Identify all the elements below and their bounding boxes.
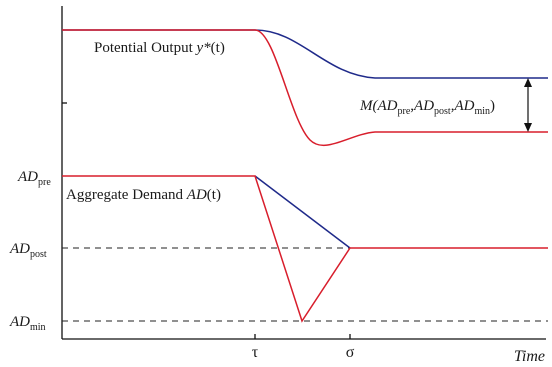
ad-min-label: ADmin — [9, 314, 46, 333]
sigma-label: σ — [346, 344, 355, 361]
potential-output-blue-curve — [62, 29, 548, 79]
ad-post-label: ADpost — [9, 241, 47, 260]
axes — [61, 6, 546, 340]
tau-label: τ — [252, 344, 259, 361]
gap-label: M(ADpre,ADpost,ADmin) — [359, 98, 495, 117]
time-axis-label: Time — [514, 348, 545, 365]
potential-output-red-curve — [62, 29, 548, 147]
reference-lines — [62, 247, 548, 322]
aggregate-demand-blue-path — [254, 175, 351, 249]
gap-double-arrow — [524, 78, 532, 132]
ad-pre-label: ADpre — [17, 169, 51, 188]
aggregate-demand-label: Aggregate Demand AD(t) — [66, 187, 221, 203]
potential-output-label: Potential Output y*(t) — [94, 40, 225, 56]
aggregate-demand-red-path — [62, 175, 548, 323]
